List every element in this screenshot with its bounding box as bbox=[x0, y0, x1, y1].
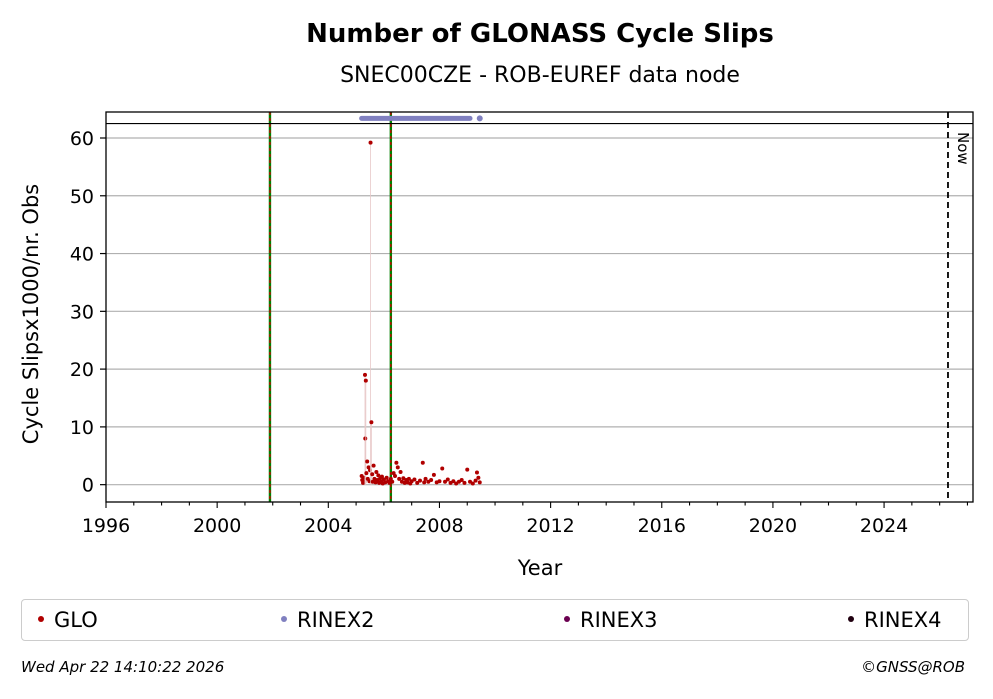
x-tick-label: 1996 bbox=[82, 515, 130, 537]
glo-point bbox=[440, 466, 445, 471]
x-tick-label: 2016 bbox=[638, 515, 686, 537]
glo-point bbox=[394, 460, 399, 465]
glo-point bbox=[379, 474, 384, 479]
glo-point bbox=[477, 480, 482, 485]
glo-point bbox=[473, 478, 478, 483]
rinex2-availability-end bbox=[476, 115, 483, 122]
footer-credit: ©GNSS@ROB bbox=[861, 658, 965, 676]
x-axis-label: Year bbox=[517, 556, 563, 580]
glo-point bbox=[423, 476, 428, 481]
legend-marker-rinex3 bbox=[564, 616, 570, 622]
glo-point bbox=[365, 459, 370, 464]
legend-item-glo: GLO bbox=[38, 609, 98, 631]
glo-point bbox=[422, 480, 427, 485]
glo-point bbox=[397, 476, 402, 481]
legend: GLO RINEX2 RINEX3 RINEX4 bbox=[21, 599, 969, 641]
glo-point bbox=[406, 476, 411, 481]
glo-point bbox=[451, 479, 456, 484]
x-tick-label: 2000 bbox=[193, 515, 241, 537]
glo-point bbox=[362, 372, 367, 377]
x-tick-label: 2024 bbox=[860, 515, 908, 537]
glo-point bbox=[431, 472, 436, 477]
glo-point bbox=[364, 471, 369, 476]
glo-point bbox=[395, 465, 400, 470]
chart-title: Number of GLONASS Cycle Slips bbox=[306, 19, 774, 49]
footer-timestamp: Wed Apr 22 14:10:22 2026 bbox=[21, 658, 225, 676]
glo-point bbox=[459, 478, 464, 483]
glo-point bbox=[398, 469, 403, 474]
y-axis: 0 10 20 30 40 50 60 bbox=[70, 128, 106, 497]
x-tick-label: 2004 bbox=[304, 515, 352, 537]
legend-marker-rinex4 bbox=[848, 616, 854, 622]
legend-label-glo: GLO bbox=[54, 608, 98, 632]
x-axis: 1996 2000 2004 2008 2012 2016 2020 2024 bbox=[82, 502, 968, 537]
now-label: Now bbox=[954, 132, 972, 165]
glo-point bbox=[474, 470, 479, 475]
y-axis-label: Cycle Slipsx1000/nr. Obs bbox=[19, 184, 43, 444]
glo-point bbox=[363, 378, 368, 383]
x-tick-label: 2008 bbox=[415, 515, 463, 537]
legend-label-rinex3: RINEX3 bbox=[580, 608, 658, 632]
glo-point bbox=[462, 480, 467, 485]
glo-point bbox=[412, 477, 417, 482]
glo-point bbox=[476, 475, 481, 480]
legend-marker-glo bbox=[38, 616, 44, 622]
x-tick-label: 2012 bbox=[526, 515, 574, 537]
glo-point bbox=[415, 480, 420, 485]
legend-marker-rinex2 bbox=[281, 616, 287, 622]
glo-point bbox=[384, 475, 389, 480]
y-tick-label: 10 bbox=[70, 417, 94, 439]
glo-point bbox=[470, 481, 475, 486]
chart-subtitle: SNEC00CZE - ROB-EUREF data node bbox=[340, 63, 740, 88]
reference-lines: Now bbox=[268, 112, 972, 502]
y-tick-label: 30 bbox=[70, 301, 94, 323]
glo-point bbox=[370, 472, 375, 477]
glo-point bbox=[376, 473, 381, 478]
glo-point bbox=[429, 478, 434, 483]
legend-item-rinex3: RINEX3 bbox=[564, 609, 658, 631]
legend-item-rinex2: RINEX2 bbox=[281, 609, 375, 631]
legend-label-rinex2: RINEX2 bbox=[297, 608, 375, 632]
y-tick-label: 0 bbox=[82, 475, 94, 497]
y-tick-label: 40 bbox=[70, 244, 94, 266]
glo-point bbox=[393, 474, 397, 478]
legend-label-rinex4: RINEX4 bbox=[864, 608, 942, 632]
legend-item-rinex4: RINEX4 bbox=[848, 609, 942, 631]
y-tick-label: 50 bbox=[70, 186, 94, 208]
glo-point bbox=[437, 479, 442, 484]
y-tick-label: 60 bbox=[70, 128, 94, 150]
glo-point bbox=[374, 469, 379, 474]
plot-frame bbox=[105, 111, 974, 503]
glo-point bbox=[371, 463, 376, 468]
data-points bbox=[359, 115, 483, 486]
glo-point bbox=[369, 420, 374, 425]
glo-point bbox=[465, 467, 470, 472]
glo-point bbox=[418, 478, 423, 483]
x-tick-label: 2020 bbox=[749, 515, 797, 537]
glo-point bbox=[390, 479, 395, 484]
glo-point bbox=[420, 460, 425, 465]
y-tick-label: 20 bbox=[70, 359, 94, 381]
glo-point bbox=[368, 140, 373, 145]
glo-point bbox=[363, 436, 368, 441]
grid bbox=[106, 137, 973, 486]
glo-point bbox=[443, 479, 448, 484]
glo-point bbox=[445, 477, 450, 482]
